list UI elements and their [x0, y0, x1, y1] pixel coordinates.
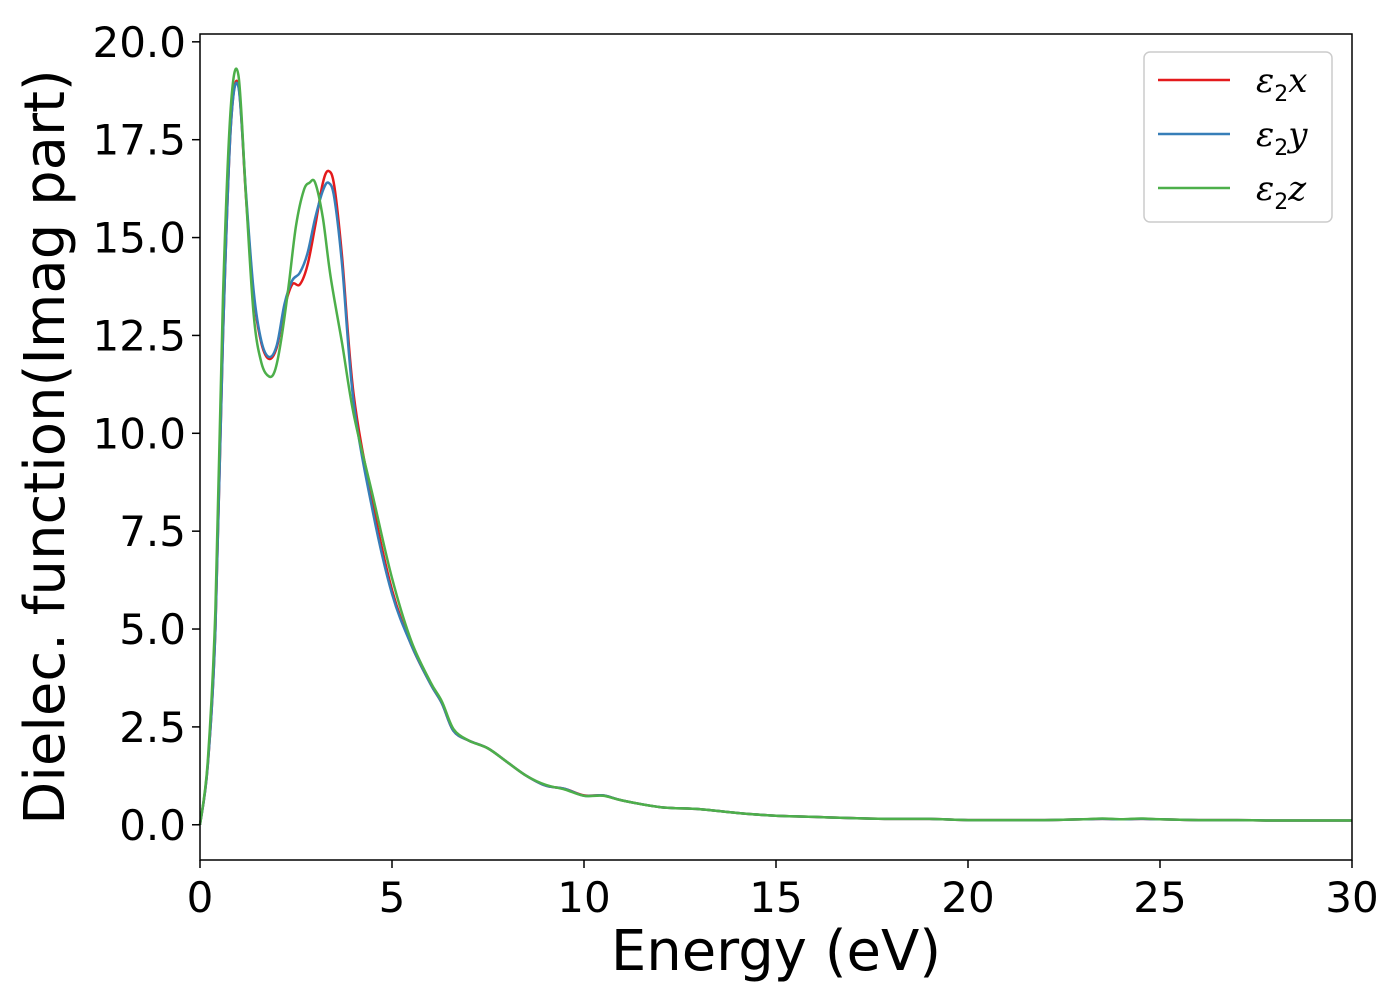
x-ticks: 0 5 10 15 20 25 30: [187, 860, 1379, 922]
legend: ε2x ε2y ε2z: [1143, 51, 1333, 223]
y-tick-label: 12.5: [92, 311, 186, 360]
x-tick-label: 15: [749, 873, 802, 922]
y-tick-label: 17.5: [92, 116, 186, 165]
y-tick-label: 7.5: [119, 507, 186, 556]
x-tick-label: 20: [941, 873, 994, 922]
x-tick-label: 10: [557, 873, 610, 922]
y-tick-label: 2.5: [119, 703, 186, 752]
y-tick-label: 0.0: [119, 801, 186, 850]
plot-lines: [198, 67, 1352, 825]
legend-box: [1143, 51, 1333, 223]
y-tick-label: 20.0: [92, 18, 186, 67]
legend-label-y: ε2y: [1256, 115, 1308, 161]
y-axis-label: Dielec. function(Imag part): [13, 69, 78, 825]
x-tick-label: 30: [1325, 873, 1378, 922]
x-tick-label: 0: [187, 873, 214, 922]
y-tick-label: 15.0: [92, 214, 186, 263]
x-tick-label: 5: [379, 873, 406, 922]
y-tick-label: 10.0: [92, 409, 186, 458]
legend-label-z: ε2z: [1256, 169, 1307, 215]
x-axis-label: Energy (eV): [611, 919, 941, 984]
y-ticks: 0.0 2.5 5.0 7.5 10.0 12.5 15.0 17.5 20.0: [92, 18, 200, 850]
x-tick-label: 25: [1133, 873, 1186, 922]
series-line-z: [198, 67, 1352, 825]
y-tick-label: 5.0: [119, 605, 186, 654]
legend-label-x: ε2x: [1256, 61, 1307, 107]
